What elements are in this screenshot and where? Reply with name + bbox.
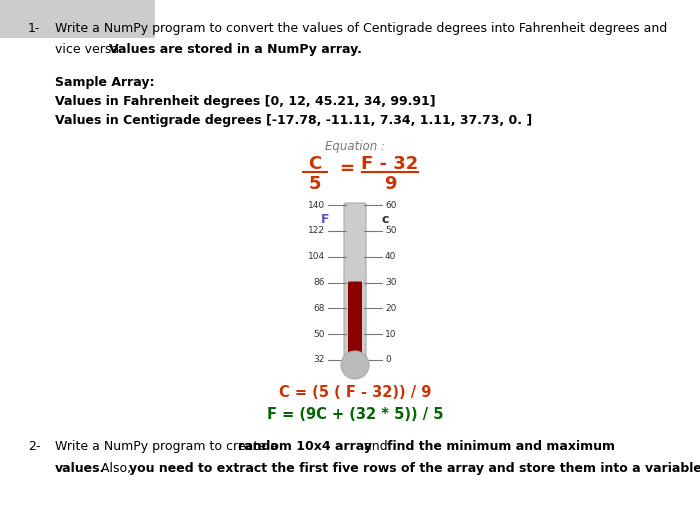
Circle shape [341, 351, 369, 379]
Text: 1-: 1- [28, 22, 41, 35]
Text: 68: 68 [314, 304, 325, 313]
Text: 60: 60 [385, 200, 396, 210]
Text: random 10x4 array: random 10x4 array [238, 440, 372, 453]
Text: Values are stored in a NumPy array.: Values are stored in a NumPy array. [109, 43, 362, 56]
Text: 30: 30 [385, 278, 396, 287]
Text: 140: 140 [308, 200, 325, 210]
Text: Write a NumPy program to convert the values of Centigrade degrees into Fahrenhei: Write a NumPy program to convert the val… [55, 22, 667, 35]
FancyBboxPatch shape [348, 281, 362, 358]
Text: F: F [321, 213, 329, 226]
Text: c: c [381, 213, 388, 226]
Text: vice versa.: vice versa. [55, 43, 127, 56]
Text: find the minimum and maximum: find the minimum and maximum [387, 440, 615, 453]
Text: 50: 50 [314, 330, 325, 339]
Text: Equation :: Equation : [325, 140, 385, 153]
Text: you need to extract the first five rows of the array and store them into a varia: you need to extract the first five rows … [129, 462, 700, 475]
Text: values.: values. [55, 462, 105, 475]
Text: Also,: Also, [97, 462, 135, 475]
Text: and: and [360, 440, 391, 453]
FancyBboxPatch shape [0, 0, 155, 38]
Text: 20: 20 [385, 304, 396, 313]
Text: Values in Fahrenheit degrees [0, 12, 45.21, 34, 99.91]: Values in Fahrenheit degrees [0, 12, 45.… [55, 95, 435, 108]
Text: 9: 9 [384, 175, 396, 193]
Text: F = (9C + (32 * 5)) / 5: F = (9C + (32 * 5)) / 5 [267, 407, 443, 422]
Text: 32: 32 [314, 356, 325, 365]
Text: 5: 5 [309, 175, 321, 193]
FancyBboxPatch shape [344, 203, 366, 362]
Text: 50: 50 [385, 226, 396, 236]
Text: 2-: 2- [28, 440, 41, 453]
Text: 122: 122 [308, 226, 325, 236]
Text: 86: 86 [314, 278, 325, 287]
Text: =: = [340, 160, 354, 178]
Text: Write a NumPy program to create a: Write a NumPy program to create a [55, 440, 281, 453]
Text: Sample Array:: Sample Array: [55, 76, 155, 89]
Text: 10: 10 [385, 330, 396, 339]
Text: C: C [309, 155, 321, 173]
Text: 0: 0 [385, 356, 391, 365]
Text: C = (5 ( F - 32)) / 9: C = (5 ( F - 32)) / 9 [279, 385, 431, 400]
Text: F - 32: F - 32 [361, 155, 419, 173]
Text: 104: 104 [308, 252, 325, 261]
Text: Values in Centigrade degrees [-17.78, -11.11, 7.34, 1.11, 37.73, 0. ]: Values in Centigrade degrees [-17.78, -1… [55, 114, 532, 127]
Text: 40: 40 [385, 252, 396, 261]
